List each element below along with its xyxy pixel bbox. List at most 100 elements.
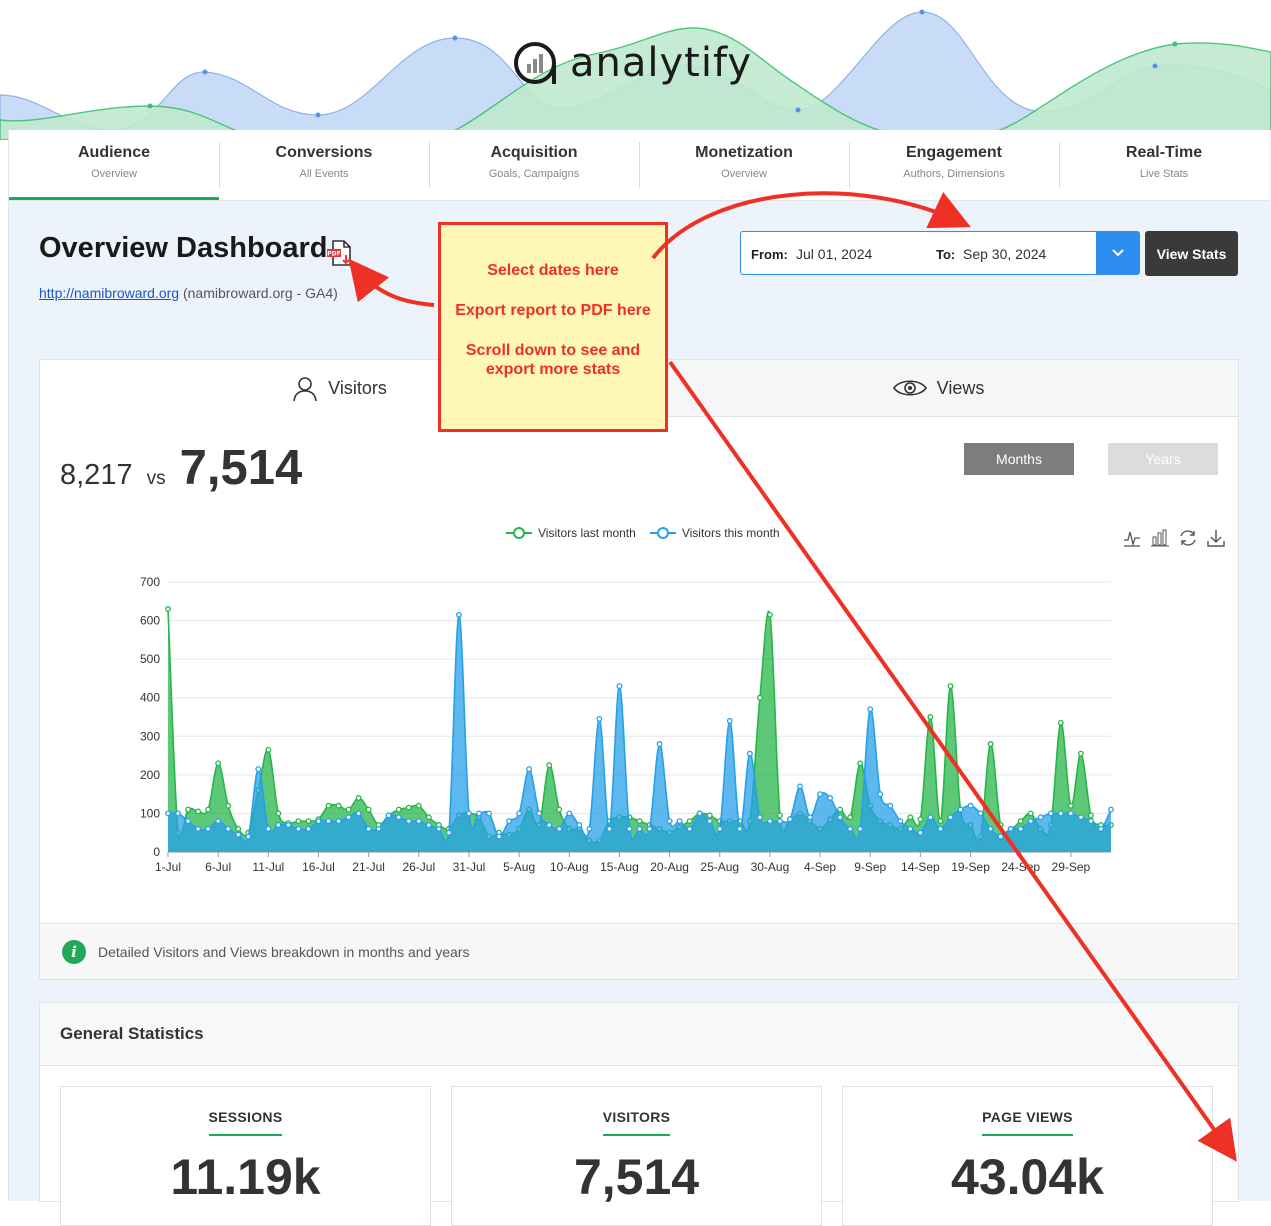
data-point — [1027, 818, 1034, 825]
y-tick-label: 200 — [140, 768, 160, 782]
data-point — [375, 825, 382, 832]
data-point — [1007, 825, 1014, 832]
data-point — [546, 822, 553, 828]
data-point — [566, 810, 573, 817]
data-point — [776, 812, 783, 819]
stat-page-views: PAGE VIEWS 43.04k — [842, 1086, 1213, 1226]
tab-audience[interactable]: Audience Overview — [9, 130, 219, 200]
data-point — [636, 825, 643, 832]
bar-chart-icon[interactable] — [1150, 528, 1170, 548]
x-tick-label: 25-Aug — [700, 860, 739, 874]
data-point — [275, 822, 282, 828]
data-point — [837, 806, 844, 813]
line-chart-icon[interactable] — [1122, 528, 1142, 548]
years-button[interactable]: Years — [1108, 443, 1218, 475]
data-point — [445, 829, 452, 836]
visitors-area-chart: 700 600 500 400 300 200 100 01-Jul 6-Jul 11-Jul 16… — [140, 575, 1114, 874]
stat-value: 11.19k — [170, 1149, 321, 1205]
from-date-input[interactable]: Jul 01, 2024 — [796, 246, 873, 262]
stat-visitors: VISITORS 7,514 — [451, 1086, 822, 1226]
x-tick-label: 11-Jul — [252, 860, 284, 874]
tab-conversions[interactable]: Conversions All Events — [219, 130, 429, 200]
x-tick-label: 19-Sep — [951, 860, 990, 874]
data-point — [616, 683, 623, 690]
data-point — [285, 822, 292, 828]
tab-views[interactable]: Views — [639, 360, 1238, 417]
tab-acquisition[interactable]: Acquisition Goals, Campaigns — [429, 130, 639, 200]
current-visitors-value: 7,514 — [179, 441, 303, 495]
tab-visitors[interactable]: Visitors — [40, 360, 639, 417]
stat-sessions: SESSIONS 11.19k — [60, 1086, 431, 1226]
x-tick-label: 16-Jul — [302, 860, 335, 874]
data-point — [235, 831, 242, 838]
legend-item-last-month[interactable]: Visitors last month — [506, 526, 636, 540]
data-point — [676, 818, 683, 825]
tab-monetization[interactable]: Monetization Overview — [639, 130, 849, 200]
tab-title: Audience — [77, 144, 150, 161]
data-point — [696, 810, 703, 817]
pdf-export-icon[interactable]: PDF — [325, 238, 355, 273]
x-tick-label: 1-Jul — [155, 860, 181, 874]
data-point — [325, 818, 332, 825]
annotation-callout: Select dates here Export report to PDF h… — [438, 222, 668, 432]
data-point — [365, 806, 372, 813]
download-icon[interactable] — [1206, 528, 1226, 548]
tab-views-label: Views — [936, 377, 985, 398]
months-button[interactable]: Months — [964, 443, 1074, 475]
tab-title: Conversions — [275, 144, 373, 161]
data-point — [957, 806, 964, 813]
data-point — [215, 760, 222, 767]
data-point — [395, 806, 402, 813]
view-stats-button[interactable]: View Stats — [1145, 231, 1238, 276]
legend-item-this-month[interactable]: Visitors this month — [649, 526, 780, 540]
data-point — [516, 810, 523, 817]
y-tick-label: 0 — [153, 845, 160, 859]
data-point — [405, 818, 412, 825]
data-point — [235, 825, 242, 832]
chevron-down-icon[interactable] — [1096, 232, 1139, 274]
data-point — [686, 818, 693, 825]
data-point — [255, 766, 262, 773]
data-point — [365, 825, 372, 832]
stat-value: 43.04k — [951, 1149, 1104, 1205]
data-point — [215, 818, 222, 825]
stat-label: VISITORS — [602, 1109, 671, 1136]
data-point — [265, 825, 272, 832]
tab-title: Monetization — [695, 144, 793, 161]
data-point — [1067, 802, 1074, 809]
legend-label: Visitors this month — [681, 526, 780, 540]
data-point — [1037, 814, 1044, 821]
x-tick-label: 30-Aug — [751, 860, 790, 874]
data-point — [315, 818, 322, 825]
data-point — [265, 746, 272, 753]
data-point — [556, 806, 563, 813]
data-point — [867, 706, 874, 713]
tab-visitors-label: Visitors — [328, 378, 387, 398]
vs-label: vs — [146, 468, 166, 489]
data-point — [195, 825, 202, 832]
hero-wave-background — [0, 9, 1271, 140]
data-point — [987, 825, 994, 832]
x-tick-label: 10-Aug — [550, 860, 589, 874]
site-url-link[interactable]: http://namibroward.org — [39, 285, 180, 301]
data-point — [987, 741, 994, 747]
data-point — [997, 833, 1004, 840]
data-point — [476, 810, 482, 817]
tab-engagement[interactable]: Engagement Authors, Dimensions — [849, 130, 1059, 200]
data-point — [1087, 818, 1094, 825]
data-point — [787, 816, 793, 823]
data-point — [656, 741, 663, 747]
data-point — [506, 818, 513, 825]
y-tick-label: 400 — [140, 691, 160, 705]
data-point — [666, 818, 673, 825]
refresh-icon[interactable] — [1178, 528, 1198, 548]
data-point — [847, 814, 854, 821]
user-icon — [293, 376, 317, 401]
data-point — [225, 802, 232, 809]
data-point — [466, 810, 472, 817]
logo-text: analytify — [570, 40, 753, 86]
date-range-picker[interactable]: From: Jul 01, 2024 To: Sep 30, 2024 — [740, 231, 1140, 275]
tab-real-time[interactable]: Real-Time Live Stats — [1059, 130, 1269, 200]
to-date-input[interactable]: Sep 30, 2024 — [963, 246, 1047, 262]
data-point — [606, 825, 613, 832]
